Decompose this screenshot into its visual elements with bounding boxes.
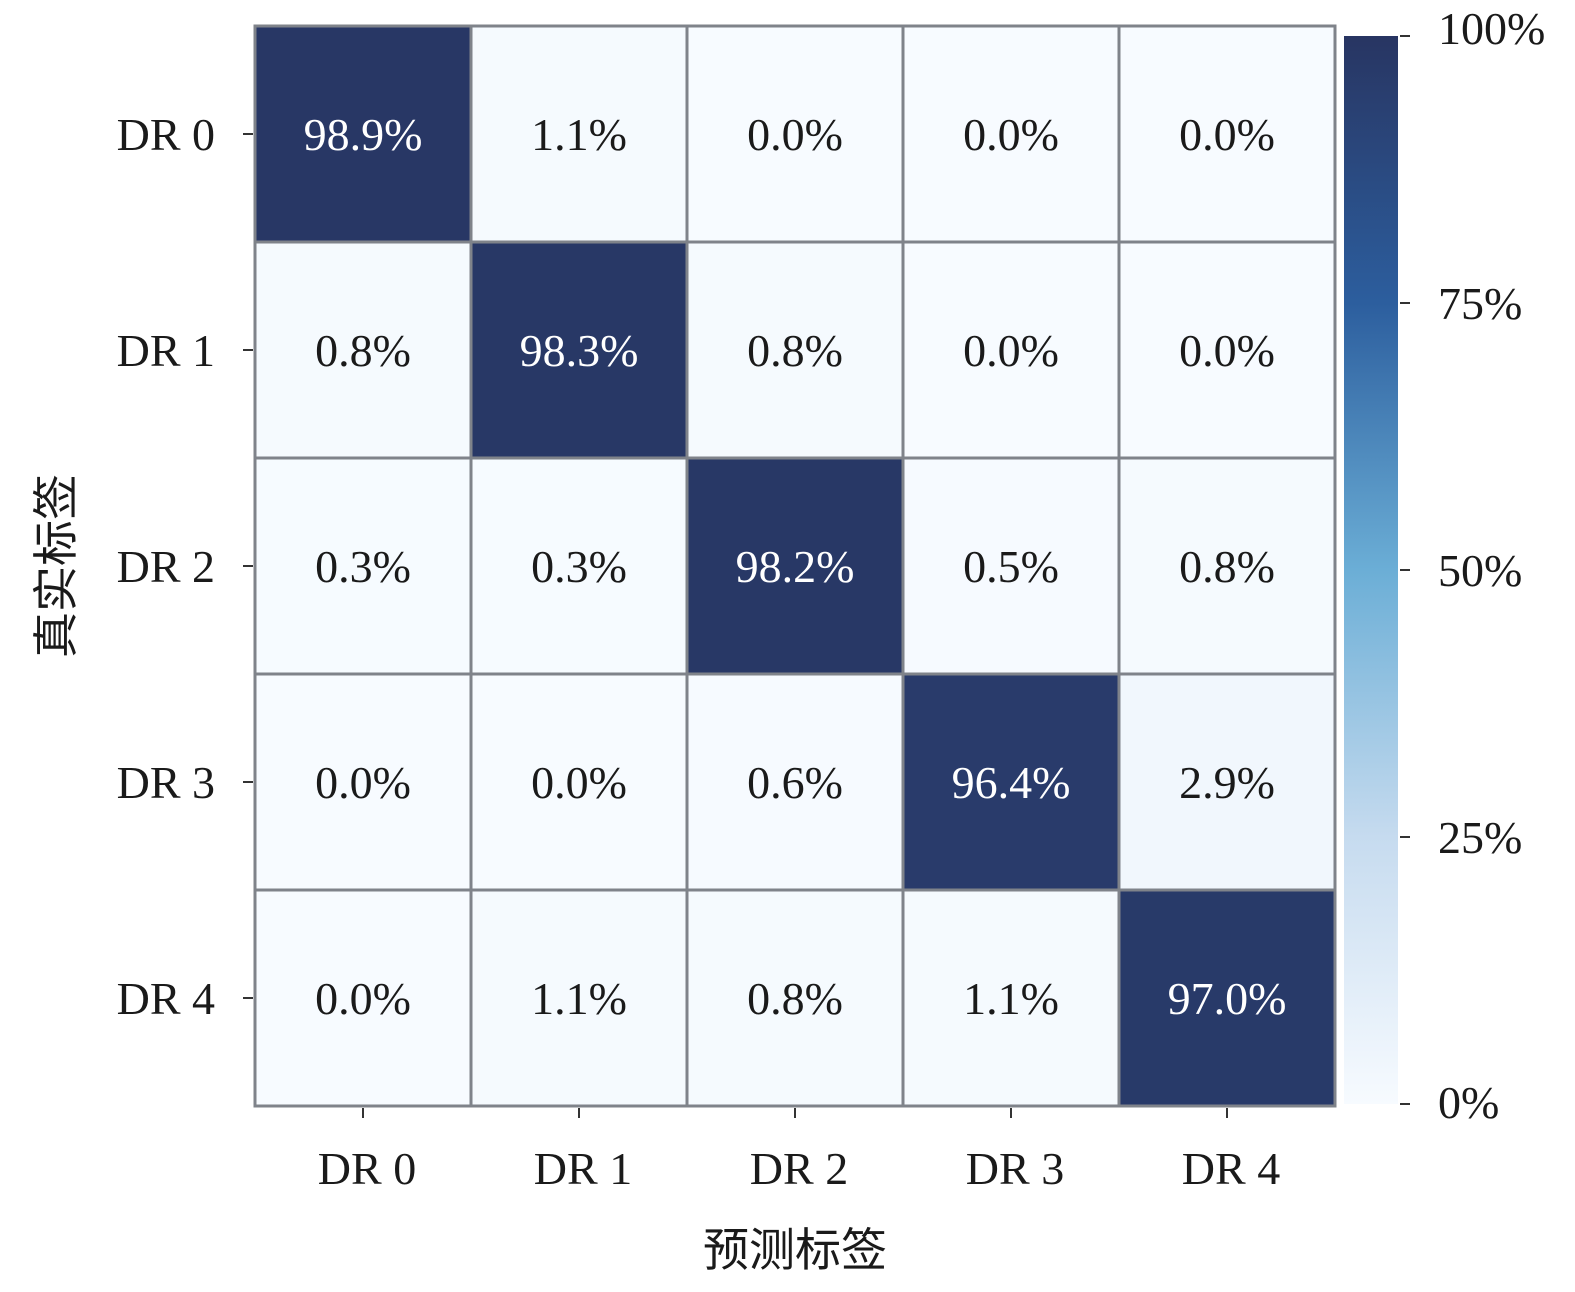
heatmap-cell [901, 24, 1121, 244]
y-tick-label: DR 1 [117, 325, 215, 376]
cell-value-label: 98.3% [520, 325, 639, 376]
cell-value-label: 0.0% [531, 757, 627, 808]
cell-value-label: 98.9% [304, 109, 423, 160]
cell-value-label: 0.0% [747, 109, 843, 160]
cell-value-label: 0.0% [963, 325, 1059, 376]
heatmap-cell [253, 888, 473, 1108]
cell-value-label: 0.6% [747, 757, 843, 808]
heatmap-cell [685, 888, 905, 1108]
heatmap-cell [253, 672, 473, 892]
cell-value-label: 96.4% [952, 757, 1071, 808]
heatmap-cell [1117, 240, 1337, 460]
y-tick-label: DR 3 [117, 757, 215, 808]
cell-value-label: 1.1% [531, 109, 627, 160]
cell-value-label: 0.8% [747, 973, 843, 1024]
colorbar-tick-label: 100% [1438, 3, 1545, 54]
heatmap-cell [469, 888, 689, 1108]
cell-value-label: 0.8% [315, 325, 411, 376]
cell-value-label: 1.1% [531, 973, 627, 1024]
colorbar: 0% 25% 50% 75% 100% [1344, 3, 1545, 1128]
cell-value-label: 0.5% [963, 541, 1059, 592]
cell-value-label: 0.3% [315, 541, 411, 592]
heatmap-cell [469, 24, 689, 244]
y-tick-label: DR 4 [117, 973, 215, 1024]
heatmap-cells [253, 24, 1337, 1108]
cell-value-label: 0.0% [1179, 325, 1275, 376]
heatmap-cell-labels: 98.9% 1.1% 0.0% 0.0% 0.0% 0.8% 98.3% 0.8% 0.0% 0.… [304, 109, 1287, 1024]
colorbar-tick-label: 25% [1438, 812, 1522, 863]
cell-value-label: 0.8% [1179, 541, 1275, 592]
colorbar-scale [1344, 36, 1398, 1104]
heatmap-cell [685, 672, 905, 892]
cell-value-label: 2.9% [1179, 757, 1275, 808]
x-axis-title: 预测标签 [703, 1223, 887, 1277]
colorbar-tick-label: 75% [1438, 278, 1522, 329]
x-axis: DR 0 DR 1 DR 2 DR 3 DR 4 [318, 1108, 1280, 1194]
cell-value-label: 0.3% [531, 541, 627, 592]
cell-value-label: 97.0% [1168, 973, 1287, 1024]
y-tick-label: DR 0 [117, 109, 215, 160]
heatmap-cell [901, 456, 1121, 676]
cell-value-label: 0.8% [747, 325, 843, 376]
cell-value-label: 1.1% [963, 973, 1059, 1024]
cell-value-label: 0.0% [1179, 109, 1275, 160]
colorbar-tick-label: 0% [1438, 1077, 1499, 1128]
cell-value-label: 0.0% [315, 973, 411, 1024]
heatmap-cell [253, 240, 473, 460]
heatmap-cell [253, 24, 473, 244]
y-axis-title: 真实标签 [29, 474, 83, 658]
cell-value-label: 98.2% [736, 541, 855, 592]
heatmap-cell [1117, 456, 1337, 676]
x-tick-label: DR 4 [1182, 1143, 1280, 1194]
heatmap-cell [1117, 672, 1337, 892]
heatmap-cell [685, 240, 905, 460]
x-tick-label: DR 0 [318, 1143, 416, 1194]
heatmap-cell [1117, 888, 1337, 1108]
y-tick-label: DR 2 [117, 541, 215, 592]
x-tick-label: DR 2 [750, 1143, 848, 1194]
x-tick-label: DR 3 [966, 1143, 1064, 1194]
heatmap-cell [469, 672, 689, 892]
colorbar-tick-label: 50% [1438, 545, 1522, 596]
cell-value-label: 0.0% [315, 757, 411, 808]
heatmap-cell [685, 24, 905, 244]
cell-value-label: 0.0% [963, 109, 1059, 160]
y-axis: DR 0 DR 1 DR 2 DR 3 DR 4 [117, 109, 253, 1024]
x-tick-label: DR 1 [534, 1143, 632, 1194]
heatmap-cell [469, 456, 689, 676]
heatmap-cell [901, 672, 1121, 892]
